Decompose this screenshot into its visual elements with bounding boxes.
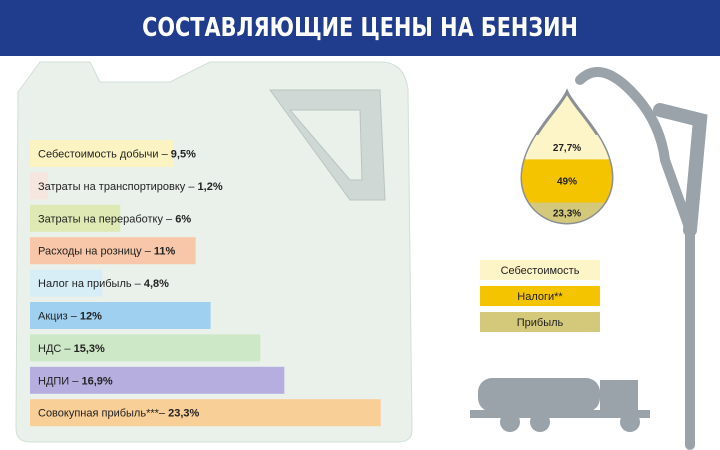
value-label: 1,2% xyxy=(198,181,223,193)
fuel-pump xyxy=(575,67,708,450)
bar-label: НДПИ – 16,9% xyxy=(38,375,113,387)
bar-label: Налог на прибыль – 4,8% xyxy=(38,278,169,290)
bar xyxy=(30,140,173,167)
bar-label: Себестоимость добычи – 9,5% xyxy=(38,148,196,160)
value-label: 4,8% xyxy=(144,278,169,290)
slice-label: 49% xyxy=(557,177,577,188)
legend-swatch xyxy=(480,286,600,306)
legend-label: Себестоимость xyxy=(501,265,580,277)
legend-swatch xyxy=(480,312,600,332)
drop-slice xyxy=(522,159,612,203)
bar xyxy=(30,269,103,297)
category-label: Затраты на транспортировку – xyxy=(38,181,195,193)
category-label: Себестоимость добычи – xyxy=(38,148,169,160)
legend-label: Прибыль xyxy=(517,317,564,329)
bar xyxy=(30,334,261,362)
bar xyxy=(30,366,285,394)
title: СОСТАВЛЯЮЩИЕ ЦЕНЫ НА БЕНЗИН xyxy=(142,12,578,43)
slice-label: 27,7% xyxy=(553,143,581,154)
slice-label: 23,3% xyxy=(553,208,581,219)
category-label: Затраты на переработку – xyxy=(38,213,173,225)
legend-label: Налоги** xyxy=(517,291,563,303)
bar-label: Акциз – 12% xyxy=(38,310,102,322)
bar-label: Расходы на розницу – 11% xyxy=(38,246,176,258)
bar-label: Затраты на переработку – 6% xyxy=(38,213,191,225)
value-label: 9,5% xyxy=(171,148,196,160)
value-label: 15,3% xyxy=(74,343,105,355)
bar xyxy=(30,302,211,329)
drop-slice xyxy=(522,135,612,160)
legend-swatch xyxy=(480,260,600,280)
truck xyxy=(470,378,650,432)
category-label: Расходы на розницу – xyxy=(38,246,152,258)
value-label: 12% xyxy=(80,310,102,322)
title-banner xyxy=(0,0,720,56)
category-label: НДС – xyxy=(38,343,71,355)
category-label: Налог на прибыль – xyxy=(38,278,142,290)
category-label: Акциз – xyxy=(38,310,78,322)
category-label: Совокупная прибыль***– xyxy=(38,408,166,420)
value-label: 6% xyxy=(175,213,191,225)
bar-label: НДС – 15,3% xyxy=(38,343,105,355)
bar xyxy=(30,172,49,200)
value-label: 16,9% xyxy=(81,375,112,387)
bar xyxy=(30,399,381,427)
bar-label: Затраты на транспортировку – 1,2% xyxy=(38,181,223,193)
value-label: 11% xyxy=(154,246,176,258)
category-label: НДПИ – xyxy=(38,375,79,387)
bar-label: Совокупная прибыль***– 23,3% xyxy=(38,408,200,420)
value-label: 23,3% xyxy=(168,408,199,420)
bar xyxy=(30,204,121,232)
bar xyxy=(30,237,196,265)
